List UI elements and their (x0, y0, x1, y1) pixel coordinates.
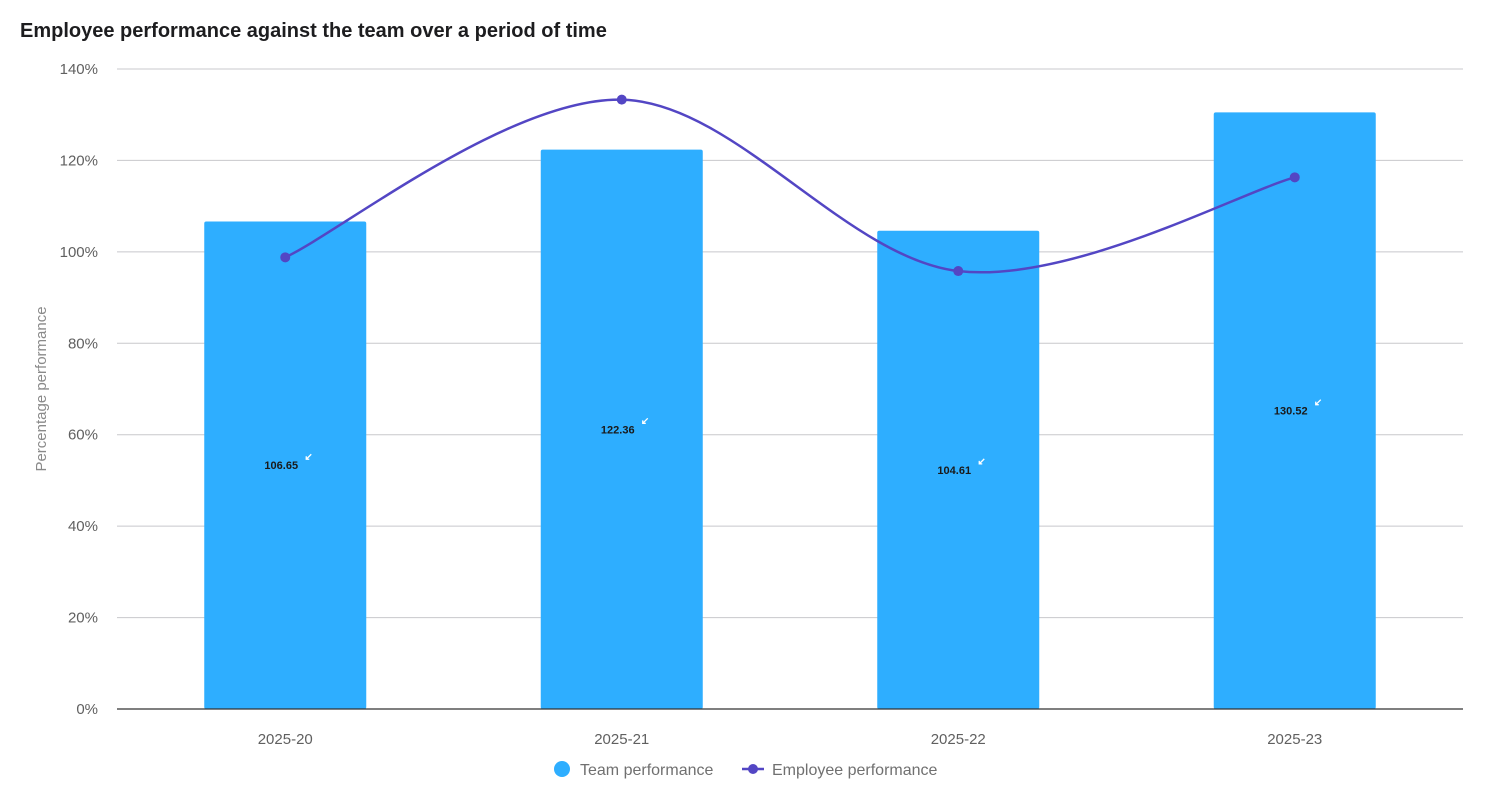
legend-item-team-performance[interactable]: Team performance (554, 761, 713, 779)
chart-title: Employee performance against the team ov… (20, 20, 607, 42)
y-axis-ticks: 0% 20% 40% 60% 80% 100% 120% 140% (60, 61, 98, 718)
y-axis-title: Percentage performance (33, 306, 50, 471)
bar-data-label: 130.52 (1274, 406, 1308, 418)
bar-data-label: 104.61 (937, 465, 971, 477)
y-tick-label: 140% (60, 61, 98, 78)
x-tick-label: 2025-20 (258, 731, 313, 748)
legend-employee-dot-swatch (748, 764, 758, 774)
employee-performance-points (280, 94, 1300, 277)
trend-arrow-icon (978, 458, 985, 465)
trend-arrow-icon (305, 453, 312, 460)
employee-performance-point (616, 94, 627, 105)
y-tick-label: 40% (68, 518, 98, 535)
employee-performance-point (1289, 172, 1300, 183)
team-performance-bars (204, 112, 1376, 710)
legend: Team performance Employee performance (554, 761, 938, 779)
employee-performance-point (280, 252, 291, 263)
x-tick-label: 2025-21 (594, 731, 649, 748)
y-tick-label: 80% (68, 335, 98, 352)
y-tick-label: 120% (60, 152, 98, 169)
x-axis-ticks: 2025-20 2025-21 2025-22 2025-23 (258, 731, 1323, 748)
bar-data-labels: 106.65 122.36 104.61 130.52 (264, 399, 1322, 477)
y-tick-label: 20% (68, 610, 98, 627)
employee-performance-point (953, 266, 964, 277)
x-tick-label: 2025-23 (1267, 731, 1322, 748)
y-tick-label: 60% (68, 427, 98, 444)
employee-performance-line (284, 98, 1296, 274)
team-performance-bar (540, 149, 703, 709)
team-performance-bar (1213, 112, 1376, 709)
legend-team-swatch (554, 761, 570, 777)
x-tick-label: 2025-22 (931, 731, 986, 748)
y-tick-label: 100% (60, 244, 98, 261)
trend-arrow-icon (1315, 399, 1322, 406)
team-performance-bar (204, 221, 367, 709)
team-performance-bar (877, 230, 1040, 710)
legend-team-label: Team performance (580, 762, 713, 779)
y-tick-label: 0% (76, 701, 98, 718)
bar-data-label: 106.65 (264, 460, 298, 472)
bar-data-label: 122.36 (601, 424, 635, 436)
legend-item-employee-performance[interactable]: Employee performance (742, 762, 938, 779)
legend-employee-label: Employee performance (772, 762, 938, 779)
trend-arrow-icon (642, 417, 649, 424)
